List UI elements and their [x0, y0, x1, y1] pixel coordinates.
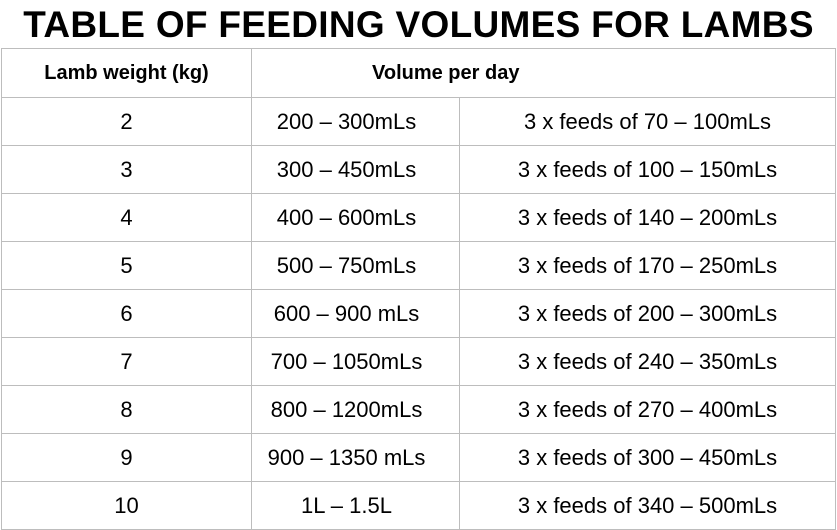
cell-volume-range: 200 – 300mLs — [251, 97, 460, 146]
cell-feeds: 3 x feeds of 240 – 350mLs — [458, 337, 837, 386]
cell-feeds: 3 x feeds of 340 – 500mLs — [458, 481, 837, 530]
cell-weight: 3 — [1, 145, 252, 194]
cell-feeds: 3 x feeds of 170 – 250mLs — [458, 241, 837, 290]
cell-feeds: 3 x feeds of 70 – 100mLs — [458, 97, 837, 146]
cell-feeds: 3 x feeds of 300 – 450mLs — [458, 433, 837, 482]
cell-feeds: 3 x feeds of 100 – 150mLs — [458, 145, 837, 194]
header-volume-per-day: Volume per day — [250, 48, 837, 98]
table-row: 4 400 – 600mLs 3 x feeds of 140 – 200mLs — [1, 193, 837, 242]
table-row: 6 600 – 900 mLs 3 x feeds of 200 – 300mL… — [1, 289, 837, 338]
table-row: 7 700 – 1050mLs 3 x feeds of 240 – 350mL… — [1, 337, 837, 386]
cell-volume-range: 600 – 900 mLs — [251, 289, 460, 338]
cell-volume-range: 300 – 450mLs — [251, 145, 460, 194]
table-row: 8 800 – 1200mLs 3 x feeds of 270 – 400mL… — [1, 385, 837, 434]
cell-volume-range: 800 – 1200mLs — [251, 385, 460, 434]
cell-weight: 7 — [1, 337, 252, 386]
feeding-volume-table: Lamb weight (kg) Volume per day 2 200 – … — [1, 48, 837, 530]
cell-feeds: 3 x feeds of 140 – 200mLs — [458, 193, 837, 242]
table-row: 10 1L – 1.5L 3 x feeds of 340 – 500mLs — [1, 481, 837, 530]
cell-weight: 6 — [1, 289, 252, 338]
cell-volume-range: 500 – 750mLs — [251, 241, 460, 290]
page-title: TABLE OF FEEDING VOLUMES FOR LAMBS — [23, 4, 814, 45]
cell-feeds: 3 x feeds of 200 – 300mLs — [458, 289, 837, 338]
cell-weight: 9 — [1, 433, 252, 482]
cell-volume-range: 900 – 1350 mLs — [251, 433, 460, 482]
cell-weight: 10 — [1, 481, 252, 530]
cell-feeds: 3 x feeds of 270 – 400mLs — [458, 385, 837, 434]
cell-volume-range: 1L – 1.5L — [251, 481, 460, 530]
table-header-row: Lamb weight (kg) Volume per day — [1, 48, 837, 98]
cell-weight: 5 — [1, 241, 252, 290]
table-row: 3 300 – 450mLs 3 x feeds of 100 – 150mLs — [1, 145, 837, 194]
cell-weight: 8 — [1, 385, 252, 434]
cell-weight: 2 — [1, 97, 252, 146]
table-row: 2 200 – 300mLs 3 x feeds of 70 – 100mLs — [1, 97, 837, 146]
table-row: 9 900 – 1350 mLs 3 x feeds of 300 – 450m… — [1, 433, 837, 482]
header-lamb-weight: Lamb weight (kg) — [1, 48, 252, 98]
cell-weight: 4 — [1, 193, 252, 242]
cell-volume-range: 400 – 600mLs — [251, 193, 460, 242]
cell-volume-range: 700 – 1050mLs — [251, 337, 460, 386]
table-row: 5 500 – 750mLs 3 x feeds of 170 – 250mLs — [1, 241, 837, 290]
